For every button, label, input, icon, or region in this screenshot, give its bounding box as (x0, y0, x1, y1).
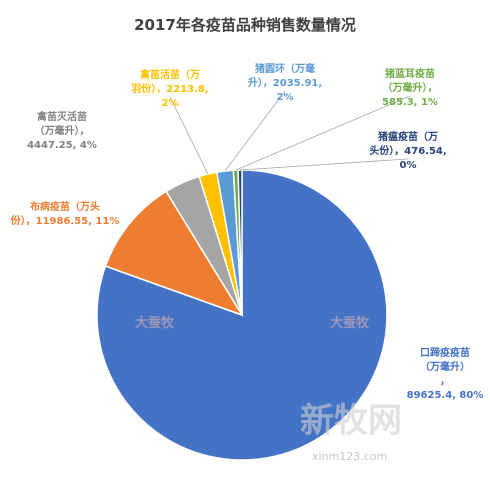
slice-labels: 口蹄疫疫苗（万毫升）， 89625.4, 80% 布病疫苗（万头份），11986.5… (11, 62, 484, 401)
slice-label-0: 口蹄疫疫苗（万毫升）， 89625.4, 80% (407, 346, 484, 401)
leader-line-5 (235, 95, 411, 171)
slice-label-3: 禽苗活苗（万羽份），2213.8, 2% (131, 68, 208, 109)
slice-label-1: 布病疫苗（万头份），11986.55, 11% (11, 200, 120, 227)
chart-title: 2017年各疫苗品种销售数量情况 (134, 16, 356, 34)
watermark-site: xinm123.com (312, 450, 387, 463)
watermark-logo-a: 大蚕牧 (135, 315, 175, 331)
slice-label-5: 猪蓝耳疫苗（万毫升）， 585.3, 1% (382, 67, 438, 108)
watermark-group: 大蚕牧 大蚕牧 新牧网 xinm123.com (135, 315, 402, 463)
leader-line-4 (224, 90, 286, 172)
leader-line-3 (169, 96, 209, 175)
slice-label-4: 猪圆环（万毫升），2035.91, 2% (248, 62, 322, 103)
watermark-logo-b: 大蚕牧 (330, 315, 370, 331)
pie-slice-1 (104, 190, 244, 317)
slice-label-6: 猪瘟疫苗（万头份），476.54, 0% (369, 130, 446, 171)
leader-line-6 (240, 158, 409, 171)
slice-label-2: 禽苗灭活苗（万毫升）， 4447.25, 4% (27, 110, 97, 151)
pie-slices (96, 169, 388, 461)
watermark-brand: 新牧网 (300, 401, 402, 441)
